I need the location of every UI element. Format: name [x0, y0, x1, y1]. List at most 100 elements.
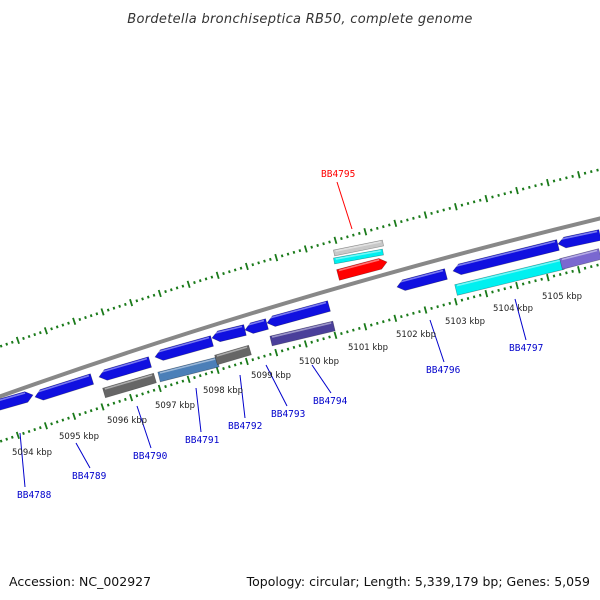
upper-track-minor-tick — [286, 252, 290, 256]
upper-track-major-tick — [363, 228, 368, 236]
lower-track-major-tick — [515, 281, 519, 290]
gene-feature-bb4797-arrow-highlight — [453, 240, 556, 268]
upper-track-minor-tick — [50, 327, 53, 331]
gene-feature-bb4794-box-highlight — [271, 322, 332, 338]
lower-track-minor-tick — [124, 397, 127, 402]
lower-track-minor-tick — [84, 410, 87, 415]
gene-feature-bb4794-arrow[interactable] — [266, 300, 331, 327]
gene-feature-bb4797-arrow[interactable] — [452, 239, 560, 275]
gene-feature-next-arrow[interactable] — [557, 229, 600, 249]
lower-track-minor-tick — [509, 285, 513, 289]
gene-feature-bb4796-arrow[interactable] — [396, 268, 448, 291]
lower-track-minor-tick — [233, 363, 237, 367]
lower-track-minor-tick — [558, 272, 562, 276]
lower-track-major-tick — [363, 323, 368, 331]
upper-track-minor-tick — [310, 245, 314, 249]
lower-track-minor-tick — [460, 298, 464, 302]
upper-track-minor-tick — [540, 182, 543, 186]
gene-feature-bb4797-box[interactable] — [454, 258, 565, 296]
lower-track-minor-tick — [412, 311, 415, 315]
gene-feature-bb4793-arrow[interactable] — [244, 318, 269, 334]
lower-track-minor-tick — [571, 269, 574, 273]
lower-track-minor-tick — [164, 385, 167, 389]
gene-label-bb4796[interactable]: BB4796 — [426, 365, 461, 376]
gene-label-bb4794[interactable]: BB4794 — [313, 396, 348, 407]
upper-track-minor-tick — [375, 226, 379, 230]
upper-track-minor-tick — [27, 334, 31, 339]
upper-track-minor-tick — [55, 325, 59, 329]
lower-track-minor-tick — [316, 338, 319, 342]
lower-track-minor-tick — [346, 330, 349, 334]
lower-track-minor-tick — [181, 379, 185, 383]
gene-label-bb4792[interactable]: BB4792 — [228, 421, 262, 432]
gene-feature-bb4795-cyan[interactable] — [333, 248, 384, 265]
lower-track-minor-tick — [257, 356, 260, 360]
lower-track-minor-tick — [583, 266, 587, 270]
lower-track-minor-tick — [61, 418, 65, 422]
gene-label-bb4791[interactable]: BB4791 — [185, 435, 220, 446]
upper-track-minor-tick — [210, 275, 214, 279]
upper-track-minor-tick — [478, 198, 482, 202]
upper-track-minor-tick — [528, 185, 531, 189]
upper-track-minor-tick — [406, 218, 409, 222]
lower-track-minor-tick — [280, 349, 284, 353]
upper-track-major-tick — [577, 171, 581, 179]
lower-track-minor-tick — [352, 328, 355, 332]
lower-track-minor-tick — [22, 431, 25, 435]
leader-bb4792 — [239, 374, 246, 419]
upper-track-minor-tick — [61, 323, 65, 327]
upper-track-minor-tick — [239, 266, 243, 270]
lower-track-major-tick — [423, 306, 428, 314]
gene-label-bb4790[interactable]: BB4790 — [133, 451, 168, 462]
gene-label-bb4793[interactable]: BB4793 — [271, 409, 305, 420]
upper-track-major-tick — [43, 327, 48, 335]
gene-feature-bb4797b-box-highlight — [561, 249, 598, 261]
gene-label-bb4795[interactable]: BB4795 — [321, 169, 355, 180]
topology-text: Topology: circular; Length: 5,339,179 bp… — [246, 574, 590, 589]
gene-feature-bb4794-arrow-highlight — [267, 301, 327, 320]
lower-track-minor-tick — [251, 358, 255, 362]
gene-feature-bb4788-arrow[interactable] — [0, 391, 34, 411]
gene-label-bb4789[interactable]: BB4789 — [72, 471, 107, 482]
lower-tick-track — [0, 263, 599, 443]
lower-track-minor-tick — [286, 347, 290, 351]
gene-feature-bb4795-gray[interactable] — [333, 239, 384, 257]
lower-track-major-tick — [546, 273, 550, 282]
lower-track-minor-tick — [5, 437, 9, 441]
gene-feature-bb4790-arrow[interactable] — [98, 356, 152, 381]
lower-track-minor-tick — [430, 306, 433, 310]
gene-feature-bb4794-box[interactable] — [269, 320, 336, 347]
lower-track-major-tick — [129, 393, 134, 402]
upper-track-minor-tick — [381, 225, 385, 229]
upper-track-minor-tick — [269, 257, 272, 261]
upper-track-minor-tick — [358, 231, 361, 235]
gene-feature-bb4791-arrow[interactable] — [154, 335, 214, 361]
gene-feature-bb4792-box[interactable] — [214, 344, 252, 366]
upper-track-minor-tick — [565, 176, 568, 180]
upper-track-minor-tick — [33, 333, 37, 337]
leader-bb4788 — [19, 432, 26, 488]
upper-track-major-tick — [333, 236, 338, 244]
upper-track-minor-tick — [204, 277, 208, 281]
accession-text: Accession: NC_002927 — [9, 574, 151, 589]
gene-label-bb4788[interactable]: BB4788 — [17, 490, 52, 501]
gene-feature-bb4791-box[interactable] — [157, 356, 220, 383]
lower-track-minor-tick — [497, 288, 500, 292]
upper-track-minor-tick — [38, 331, 42, 335]
upper-track-minor-tick — [369, 228, 373, 232]
lower-track-minor-tick — [106, 403, 110, 407]
gene-feature-bb4795-red[interactable] — [336, 258, 388, 281]
gene-feature-bb4797b-box[interactable] — [559, 248, 600, 270]
gene-feature-bb4790-box[interactable] — [102, 372, 157, 399]
upper-track-minor-tick — [222, 272, 225, 276]
gene-feature-bb4789-arrow[interactable] — [34, 373, 95, 401]
lower-track-minor-tick — [0, 439, 3, 443]
leader-bb4789 — [75, 442, 91, 469]
gene-labels: BB4788 BB4789 BB4790 BB4791 BB4792 BB479… — [17, 169, 543, 501]
gene-feature-bb4795-red-highlight — [338, 259, 380, 272]
lower-track-minor-tick — [565, 271, 568, 275]
leader-bb4793 — [265, 364, 288, 407]
upper-track-minor-tick — [460, 203, 464, 207]
gene-label-bb4797[interactable]: BB4797 — [509, 343, 543, 354]
